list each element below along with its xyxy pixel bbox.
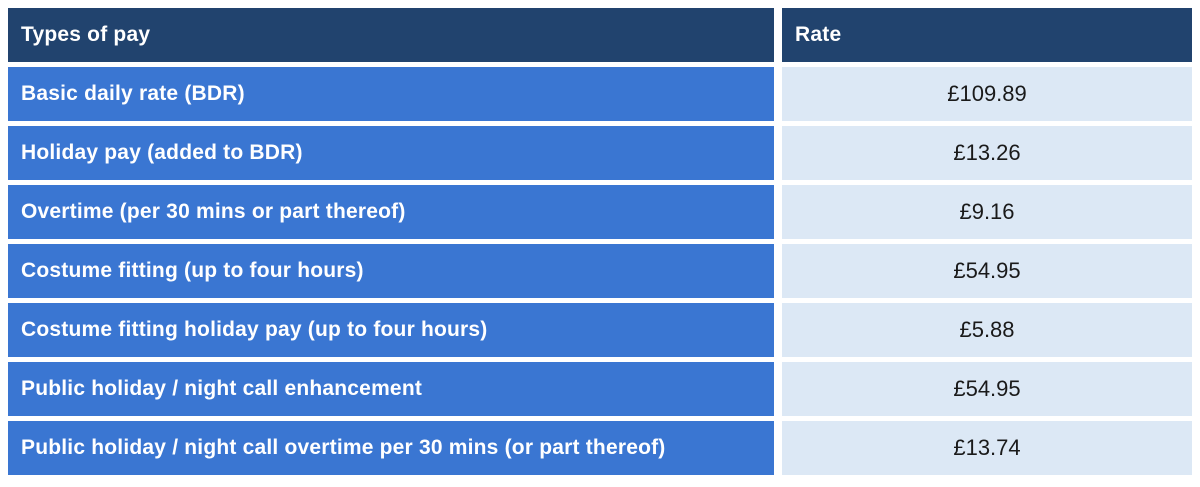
rate-value-cell: £9.16 [782,185,1192,239]
pay-type-cell: Public holiday / night call overtime per… [8,421,774,475]
rate-value-cell: £13.26 [782,126,1192,180]
pay-type-cell: Costume fitting (up to four hours) [8,244,774,298]
pay-type-cell: Public holiday / night call enhancement [8,362,774,416]
pay-rates-table: Types of pay Rate Basic daily rate (BDR)… [8,8,1192,475]
rate-value-cell: £13.74 [782,421,1192,475]
pay-type-cell: Holiday pay (added to BDR) [8,126,774,180]
pay-type-cell: Overtime (per 30 mins or part thereof) [8,185,774,239]
pay-type-cell: Costume fitting holiday pay (up to four … [8,303,774,357]
rate-value-cell: £109.89 [782,67,1192,121]
column-header-rate: Rate [782,8,1192,62]
pay-type-cell: Basic daily rate (BDR) [8,67,774,121]
rate-value-cell: £54.95 [782,244,1192,298]
rate-value-cell: £54.95 [782,362,1192,416]
rate-value-cell: £5.88 [782,303,1192,357]
column-header-types-of-pay: Types of pay [8,8,774,62]
